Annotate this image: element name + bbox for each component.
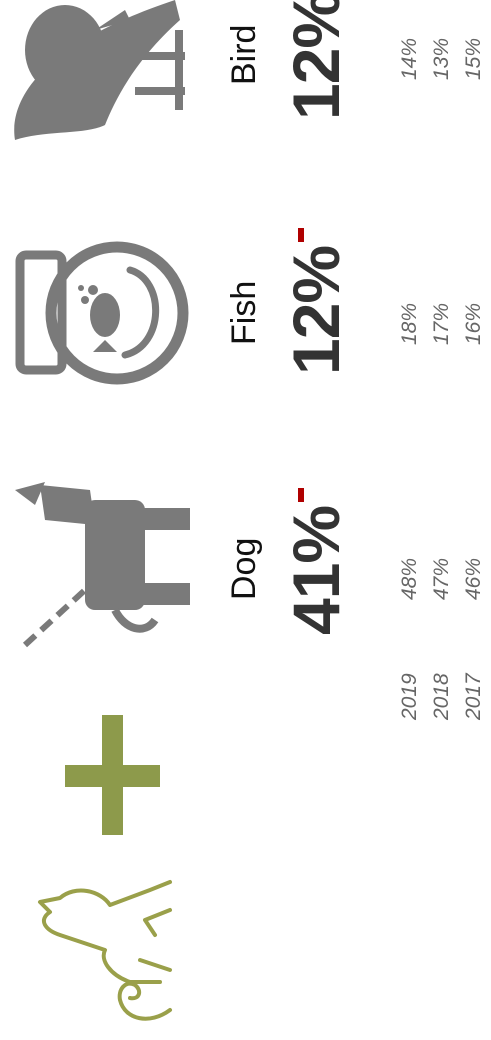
history-value: 46%: [462, 557, 485, 600]
history-value: 14%: [398, 37, 421, 80]
cat-icon: [38, 880, 172, 1021]
history-value: 47%: [430, 557, 453, 600]
trend-marker: [298, 228, 304, 242]
history-value: 48%: [398, 557, 421, 600]
fishbowl-icon: [15, 241, 189, 385]
pet-share: 12%: [279, 0, 353, 120]
history-value: 18%: [398, 302, 421, 345]
dog-icon: [15, 482, 190, 648]
bird-icon: [14, 0, 185, 140]
year-label: 2017: [462, 673, 485, 720]
pet-share: 12%: [279, 245, 353, 375]
trend-marker: [298, 488, 304, 502]
pet-name: Dog: [225, 537, 263, 600]
history-value: 17%: [430, 302, 453, 345]
pet-name: Fish: [225, 280, 263, 345]
plus-icon: [65, 715, 160, 835]
history-value: 15%: [462, 37, 485, 80]
pet-share: 41%: [279, 505, 353, 635]
year-label: 2019: [398, 673, 421, 720]
history-value: 16%: [462, 302, 485, 345]
year-label: 2018: [430, 673, 453, 720]
pet-name: Bird: [225, 24, 263, 85]
history-value: 13%: [430, 37, 453, 80]
